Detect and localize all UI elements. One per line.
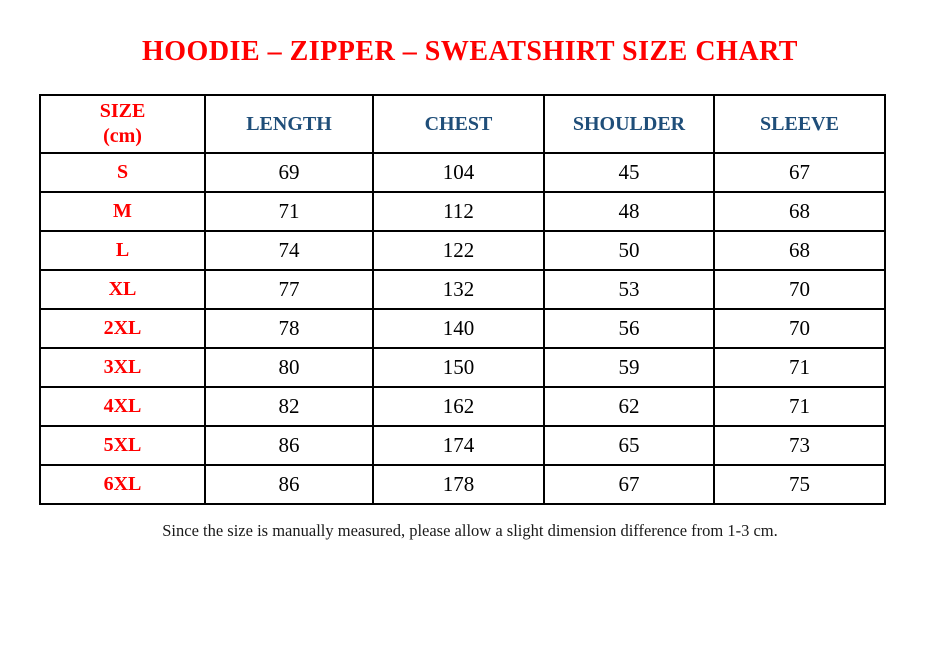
value-cell: 78 xyxy=(204,308,374,349)
column-header-size: SIZE (cm) xyxy=(39,94,206,154)
table-row: 2XL 78 140 56 70 xyxy=(39,308,886,349)
size-header-line2: (cm) xyxy=(103,125,142,147)
value-cell: 56 xyxy=(543,308,715,349)
value-cell: 45 xyxy=(543,152,715,193)
size-cell: 6XL xyxy=(39,464,206,505)
value-cell: 162 xyxy=(372,386,545,427)
value-cell: 48 xyxy=(543,191,715,232)
value-cell: 73 xyxy=(713,425,886,466)
size-cell: M xyxy=(39,191,206,232)
size-table-body: S 69 104 45 67 M 71 112 48 68 L 74 122 50 68 XL 77 132 53 7… xyxy=(39,152,886,505)
value-cell: 70 xyxy=(713,308,886,349)
page-title: HOODIE – ZIPPER – SWEATSHIRT SIZE CHART xyxy=(142,36,798,67)
column-header-chest: CHEST xyxy=(372,94,545,154)
table-row: 3XL 80 150 59 71 xyxy=(39,347,886,388)
value-cell: 62 xyxy=(543,386,715,427)
size-cell: S xyxy=(39,152,206,193)
value-cell: 140 xyxy=(372,308,545,349)
header-row: SIZE (cm) LENGTH CHEST SHOULDER SLEEVE xyxy=(39,94,886,154)
size-cell: 5XL xyxy=(39,425,206,466)
value-cell: 77 xyxy=(204,269,374,310)
column-header-shoulder: SHOULDER xyxy=(543,94,715,154)
table-row: XL 77 132 53 70 xyxy=(39,269,886,310)
value-cell: 86 xyxy=(204,425,374,466)
size-cell: 2XL xyxy=(39,308,206,349)
value-cell: 69 xyxy=(204,152,374,193)
value-cell: 174 xyxy=(372,425,545,466)
value-cell: 112 xyxy=(372,191,545,232)
column-header-length: LENGTH xyxy=(204,94,374,154)
column-header-sleeve: SLEEVE xyxy=(713,94,886,154)
size-cell: 3XL xyxy=(39,347,206,388)
value-cell: 50 xyxy=(543,230,715,271)
value-cell: 104 xyxy=(372,152,545,193)
size-cell: L xyxy=(39,230,206,271)
value-cell: 86 xyxy=(204,464,374,505)
value-cell: 59 xyxy=(543,347,715,388)
value-cell: 178 xyxy=(372,464,545,505)
size-header-line1: SIZE xyxy=(99,100,146,122)
value-cell: 71 xyxy=(713,386,886,427)
table-row: L 74 122 50 68 xyxy=(39,230,886,271)
value-cell: 82 xyxy=(204,386,374,427)
value-cell: 150 xyxy=(372,347,545,388)
value-cell: 68 xyxy=(713,230,886,271)
size-cell: 4XL xyxy=(39,386,206,427)
table-row: 4XL 82 162 62 71 xyxy=(39,386,886,427)
value-cell: 122 xyxy=(372,230,545,271)
value-cell: 68 xyxy=(713,191,886,232)
value-cell: 80 xyxy=(204,347,374,388)
size-cell: XL xyxy=(39,269,206,310)
value-cell: 67 xyxy=(543,464,715,505)
table-row: 6XL 86 178 67 75 xyxy=(39,464,886,505)
value-cell: 65 xyxy=(543,425,715,466)
table-row: S 69 104 45 67 xyxy=(39,152,886,193)
value-cell: 70 xyxy=(713,269,886,310)
value-cell: 71 xyxy=(204,191,374,232)
value-cell: 71 xyxy=(713,347,886,388)
stray-dot: . xyxy=(474,37,477,51)
value-cell: 132 xyxy=(372,269,545,310)
value-cell: 67 xyxy=(713,152,886,193)
measurement-footnote: Since the size is manually measured, ple… xyxy=(162,521,778,540)
table-row: M 71 112 48 68 xyxy=(39,191,886,232)
table-row: 5XL 86 174 65 73 xyxy=(39,425,886,466)
size-chart-table: SIZE (cm) LENGTH CHEST SHOULDER SLEEVE S… xyxy=(39,94,886,505)
value-cell: 53 xyxy=(543,269,715,310)
value-cell: 74 xyxy=(204,230,374,271)
value-cell: 75 xyxy=(713,464,886,505)
